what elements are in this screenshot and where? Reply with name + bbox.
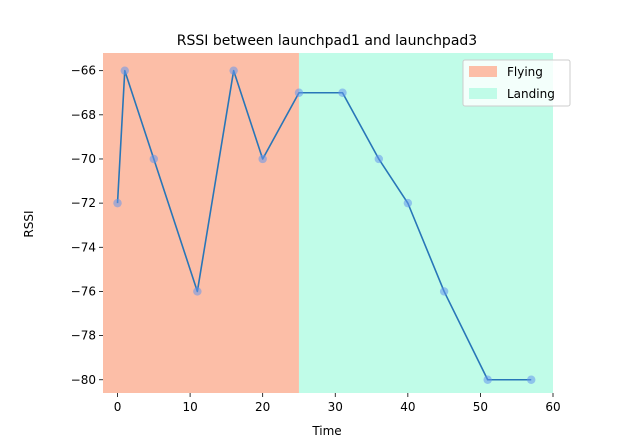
legend: Flying Landing bbox=[462, 59, 571, 107]
legend-swatch-landing bbox=[469, 88, 497, 99]
data-point bbox=[403, 198, 413, 208]
y-tick-label: −78 bbox=[71, 329, 96, 343]
y-axis: −66 −68 −70 −72 −74 −76 −78 −80 bbox=[71, 64, 103, 387]
data-point bbox=[338, 88, 347, 97]
x-tick-label: 60 bbox=[545, 400, 560, 414]
y-tick-label: −68 bbox=[71, 108, 96, 122]
data-point bbox=[120, 66, 129, 75]
y-tick-label: −66 bbox=[71, 64, 96, 78]
y-tick-label: −80 bbox=[71, 373, 96, 387]
x-tick-label: 10 bbox=[182, 400, 197, 414]
y-axis-label: RSSI bbox=[22, 210, 36, 237]
x-tick-label: 50 bbox=[473, 400, 488, 414]
y-tick-label: −70 bbox=[71, 152, 96, 166]
data-point bbox=[149, 154, 159, 164]
data-point bbox=[374, 154, 384, 164]
legend-label-flying: Flying bbox=[507, 65, 543, 79]
regions-layer bbox=[103, 53, 553, 393]
chart-title: RSSI between launchpad1 and launchpad3 bbox=[177, 33, 477, 49]
data-point bbox=[229, 66, 238, 75]
data-point bbox=[193, 287, 202, 296]
y-tick-label: −76 bbox=[71, 284, 96, 298]
data-point bbox=[439, 287, 449, 296]
data-point bbox=[294, 88, 304, 97]
x-tick-label: 30 bbox=[328, 400, 343, 414]
markers-layer bbox=[113, 66, 536, 384]
region-landing bbox=[298, 53, 553, 393]
data-point bbox=[113, 198, 122, 208]
legend-swatch-flying bbox=[469, 66, 497, 77]
x-tick-label: 40 bbox=[400, 400, 415, 414]
legend-label-landing: Landing bbox=[507, 87, 555, 101]
x-axis: 0 10 20 30 40 50 60 bbox=[114, 393, 561, 414]
data-point bbox=[483, 375, 492, 384]
x-tick-label: 20 bbox=[255, 400, 270, 414]
data-point bbox=[258, 154, 267, 164]
x-axis-label: Time bbox=[311, 424, 341, 438]
x-tick-label: 0 bbox=[114, 400, 122, 414]
data-point bbox=[527, 375, 536, 384]
y-tick-label: −72 bbox=[71, 196, 96, 210]
y-tick-label: −74 bbox=[71, 240, 96, 254]
region-flying bbox=[103, 53, 299, 393]
